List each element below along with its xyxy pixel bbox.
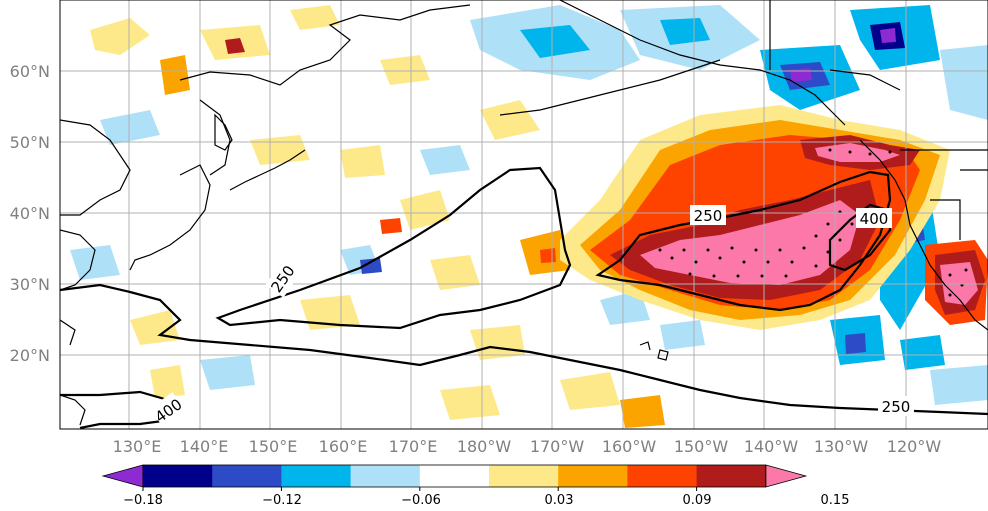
colorbar-frame (142, 464, 767, 488)
lon-label: 140°E (180, 437, 229, 456)
lon-label: 130°E (113, 437, 162, 456)
colorbar-segment (696, 465, 767, 487)
colorbar-tick-label: −0.18 (123, 493, 163, 508)
colorbar-segment (281, 465, 352, 487)
longitude-labels: 130°E 140°E 150°E 160°E 170°E 180°W 170°… (113, 437, 942, 456)
lon-label: 170°E (389, 437, 438, 456)
contour-label: 250 (882, 398, 911, 416)
colorbar-tick-label: 0.09 (683, 493, 712, 508)
lon-label: 130°W (814, 437, 869, 456)
lon-label: 150°W (674, 437, 729, 456)
lon-label: 180°W (457, 437, 512, 456)
lon-label: 150°E (249, 437, 298, 456)
lon-label: 160°E (319, 437, 368, 456)
colorbar-segment (143, 465, 213, 487)
significance-stippling (658, 148, 968, 297)
colorbar-tick-label: 0.03 (545, 493, 574, 508)
colorbar-tick-labels: −0.18 −0.12 −0.06 0.03 0.09 0.15 (123, 493, 849, 508)
lat-label: 50°N (10, 133, 50, 152)
colorbar-segment (558, 465, 628, 487)
lon-label: 120°W (887, 437, 942, 456)
map-frame (59, 0, 988, 430)
contour-label: 250 (694, 207, 723, 225)
colorbar-segment (212, 465, 282, 487)
colorbar-tick-label: 0.15 (821, 493, 850, 508)
coastlines (60, 0, 988, 426)
colorbar-segment (489, 465, 559, 487)
lat-label: 30°N (10, 275, 50, 294)
lon-label: 160°W (602, 437, 657, 456)
lat-label: 20°N (10, 346, 50, 365)
colorbar-tick-label: −0.12 (262, 493, 302, 508)
anomaly-field (60, 0, 988, 429)
contour-label: 400 (860, 210, 889, 228)
lat-label: 60°N (10, 62, 50, 81)
anomaly-patches-positive (560, 105, 988, 330)
colorbar-extend-high (765, 464, 808, 488)
colorbar-segment (419, 465, 490, 487)
colorbar-extend-low (101, 464, 144, 488)
colorbar (101, 464, 808, 491)
anomaly-patches-weak (70, 5, 665, 428)
colorbar-segment (627, 465, 698, 487)
colorbar-segment (350, 465, 421, 487)
lon-label: 170°W (530, 437, 585, 456)
colorbar-tick-label: −0.06 (401, 493, 441, 508)
latitude-labels: 60°N 50°N 40°N 30°N 20°N (10, 62, 50, 365)
lat-label: 40°N (10, 204, 50, 223)
lon-label: 140°W (744, 437, 799, 456)
